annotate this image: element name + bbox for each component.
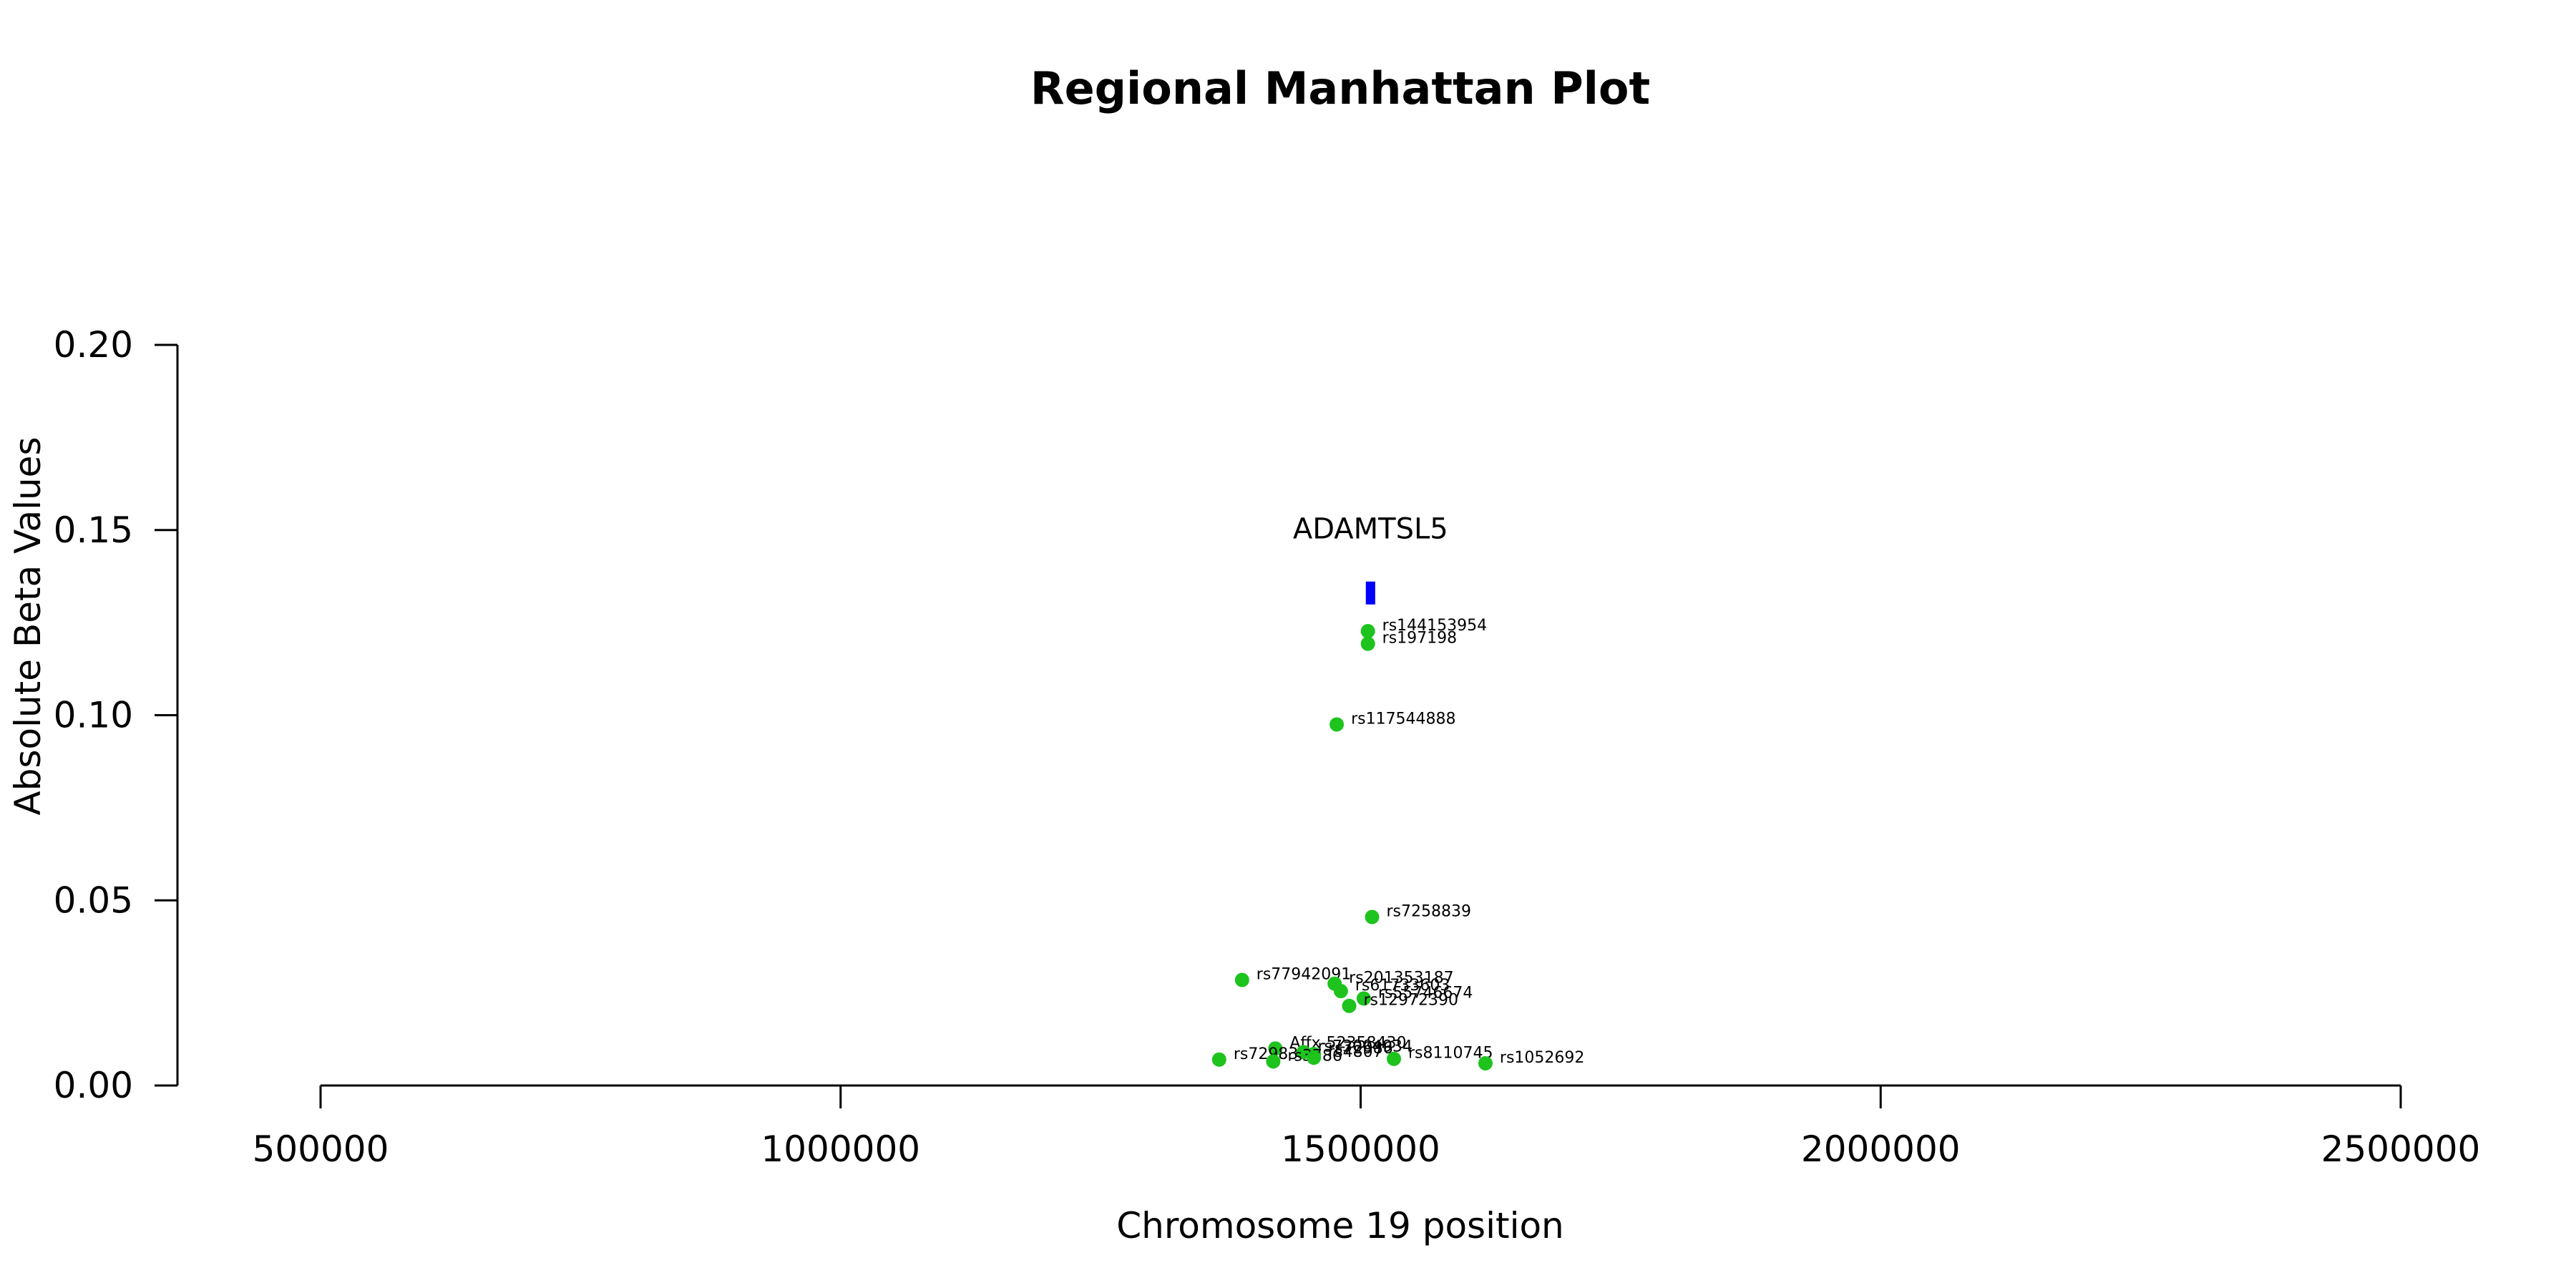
x-axis: 500000 1000000 1500000 2000000 2500000 xyxy=(253,1084,2481,1170)
snp-point xyxy=(1307,1050,1322,1065)
snp-point xyxy=(1234,972,1249,987)
snp-point xyxy=(1360,636,1375,651)
y-tick-label: 0.05 xyxy=(54,879,133,921)
gene-label: ADAMTSL5 xyxy=(1293,513,1448,546)
snp-label: rs12972390 xyxy=(1364,992,1458,1010)
x-tick-label: 500000 xyxy=(253,1128,389,1170)
x-tick-label: 2000000 xyxy=(1801,1128,1961,1170)
snp-point xyxy=(1360,624,1375,639)
snp-label: rs1052692 xyxy=(1500,1049,1585,1067)
snp-point xyxy=(1478,1055,1493,1070)
chart-title: Regional Manhattan Plot xyxy=(1030,62,1650,114)
snp-point xyxy=(1268,1041,1283,1056)
snp-label: rs201353187 xyxy=(1349,970,1453,987)
gene-track: ADAMTSL5 xyxy=(1293,513,1448,605)
snp-label: rs7258839 xyxy=(1386,903,1471,921)
snp-point xyxy=(1266,1054,1281,1069)
snp-point xyxy=(1356,991,1371,1006)
snp-label: rs197198 xyxy=(1382,630,1458,648)
snp-label: rs8110745 xyxy=(1408,1045,1493,1063)
snp-point xyxy=(1330,717,1345,732)
y-axis-title: Absolute Beta Values xyxy=(7,437,49,816)
snp-label: rs72983 xyxy=(1234,1045,1299,1063)
y-tick-label: 0.10 xyxy=(54,695,133,736)
y-tick-label: 0.00 xyxy=(54,1065,133,1106)
y-axis: 0.00 0.05 0.10 0.15 0.20 xyxy=(54,324,179,1106)
x-tick-label: 2500000 xyxy=(2321,1128,2481,1170)
snp-point xyxy=(1333,984,1348,999)
x-tick-label: 1000000 xyxy=(761,1128,920,1170)
snp-point xyxy=(1342,998,1357,1013)
gene-bar xyxy=(1365,581,1375,605)
x-tick-label: 1500000 xyxy=(1281,1128,1440,1170)
x-axis-title: Chromosome 19 position xyxy=(1116,1205,1564,1246)
snp-label: rs55746674 xyxy=(1378,984,1473,1002)
y-tick-label: 0.20 xyxy=(54,324,133,366)
snp-label: rs4807 xyxy=(1328,1043,1383,1061)
snp-label: rs117544888 xyxy=(1351,710,1455,728)
snp-label: rs144153954 xyxy=(1382,617,1487,635)
y-tick-label: 0.15 xyxy=(54,509,133,551)
snp-point xyxy=(1365,909,1380,924)
snp-point xyxy=(1387,1051,1402,1066)
snp-label: rs72986 xyxy=(1328,1040,1393,1058)
snp-label: rs61733603 xyxy=(1355,977,1450,995)
snp-point xyxy=(1211,1052,1226,1067)
